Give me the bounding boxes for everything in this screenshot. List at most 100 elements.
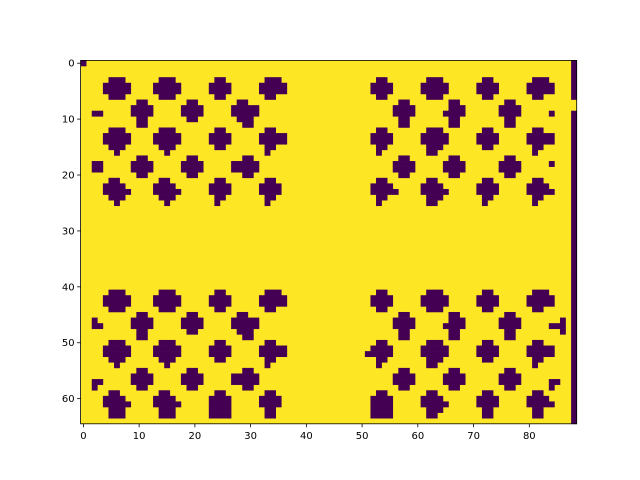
heatmap-cell-low [571, 194, 577, 201]
heatmap-cell-low [370, 401, 394, 408]
heatmap-cell-low [208, 401, 232, 408]
heatmap-cell-low [504, 121, 516, 128]
heatmap-cell-low [571, 267, 577, 274]
heatmap-cell-low [532, 77, 550, 84]
heatmap-cell-low [398, 121, 410, 128]
heatmap-cell-low [571, 395, 577, 402]
heatmap-cell-low [102, 351, 132, 358]
heatmap-cell-low [264, 200, 271, 207]
heatmap-cell-low [370, 188, 399, 195]
heatmap-cell-low [186, 328, 198, 335]
heatmap-cell-low [448, 121, 460, 128]
heatmap-cell-low [264, 77, 282, 84]
heatmap-cell-low [208, 395, 232, 402]
heatmap-cell-low [392, 161, 416, 167]
heatmap-cell-low [130, 110, 154, 117]
heatmap-cell-low [526, 133, 555, 139]
heatmap-cell-low [158, 127, 176, 134]
heatmap-cell-low [236, 328, 254, 335]
heatmap-cell-low [208, 407, 232, 413]
heatmap-cell-low [448, 367, 460, 374]
heatmap-cell-low [370, 345, 394, 352]
heatmap-cell-low [214, 339, 226, 346]
heatmap-cell-low [526, 351, 555, 358]
heatmap-cell-low [180, 110, 204, 117]
heatmap-cell-low [370, 395, 394, 402]
heatmap-cell-low [420, 395, 444, 402]
heatmap-cell-low [532, 306, 544, 313]
heatmap-cell-low [231, 105, 260, 112]
heatmap-cell-low [426, 200, 438, 207]
heatmap-cell-low [420, 183, 444, 190]
heatmap-cell-low [571, 300, 577, 307]
heatmap-cell-low [158, 407, 176, 413]
heatmap-cell-low [186, 99, 198, 106]
heatmap-cell-low [448, 311, 460, 318]
heatmap-cell-low [114, 149, 120, 156]
heatmap-cell-low [532, 200, 538, 207]
heatmap-cell-low [258, 133, 288, 139]
heatmap-cell-low [532, 177, 544, 184]
heatmap-cell-low [571, 121, 577, 128]
heatmap-cell-low [242, 384, 254, 391]
heatmap-cell-low [532, 93, 544, 100]
heatmap-cell-low [108, 194, 126, 201]
heatmap-cell-low [571, 149, 577, 156]
heatmap-cell-low [370, 133, 394, 139]
heatmap-cell-low [376, 390, 388, 397]
heatmap-cell-low [214, 306, 226, 313]
heatmap-cell-low [426, 362, 438, 369]
heatmap-cell-low [504, 311, 516, 318]
heatmap-cell-low [498, 373, 522, 380]
heatmap-cell-low [208, 183, 232, 190]
heatmap-cell-low [571, 390, 577, 397]
heatmap-cell-low [498, 323, 522, 330]
heatmap-cell-low [164, 200, 171, 207]
heatmap-cell-low [376, 339, 388, 346]
heatmap-cell-low [426, 390, 438, 397]
heatmap-cell-low [442, 110, 466, 117]
heatmap-cell-low [208, 188, 232, 195]
heatmap-cell-low [571, 205, 577, 212]
heatmap-cell-low [571, 289, 577, 296]
heatmap-cell-low [242, 334, 254, 341]
x-tick-label: 50 [356, 431, 369, 442]
heatmap-cell-low [376, 93, 388, 100]
heatmap-cell-low [448, 105, 466, 112]
heatmap-cell-low [264, 339, 276, 346]
heatmap-cell-low [180, 323, 204, 330]
heatmap-cell-low [481, 194, 494, 201]
heatmap-cell-low [136, 172, 148, 179]
heatmap-cell-low [571, 127, 577, 134]
heatmap-cell-low [571, 88, 577, 95]
heatmap-cell-low [108, 289, 126, 296]
axes-frame [80, 60, 578, 425]
heatmap-cell-low [532, 390, 544, 397]
heatmap-cell-low [231, 161, 260, 167]
heatmap-cell-low [258, 188, 282, 195]
heatmap-cell-low [164, 362, 171, 369]
x-tick-label: 80 [523, 431, 536, 442]
heatmap-cell-low [571, 356, 577, 363]
heatmap-cell-low [526, 183, 550, 190]
heatmap-cell-low [258, 345, 288, 352]
heatmap-cell-low [153, 188, 182, 195]
heatmap-cell-low [108, 339, 126, 346]
heatmap-cell-low [571, 65, 577, 72]
heatmap-cell-low [426, 289, 444, 296]
heatmap-cell-low [559, 328, 566, 335]
heatmap-cell-low [186, 116, 198, 123]
heatmap-cell-low [426, 93, 444, 100]
heatmap-cell-low [392, 379, 416, 385]
heatmap-cell-low [476, 133, 499, 139]
heatmap-cell-low [186, 384, 198, 391]
heatmap-cell-low [420, 345, 449, 352]
heatmap-cell-low [214, 356, 226, 363]
heatmap-cell-low [420, 300, 449, 307]
heatmap-cell-low [481, 93, 494, 100]
heatmap-cell-low [102, 138, 132, 145]
heatmap-cell-low [426, 356, 444, 363]
heatmap-cell-low [264, 144, 276, 151]
heatmap-cell-low [102, 401, 132, 408]
heatmap-cell-low [102, 88, 132, 95]
